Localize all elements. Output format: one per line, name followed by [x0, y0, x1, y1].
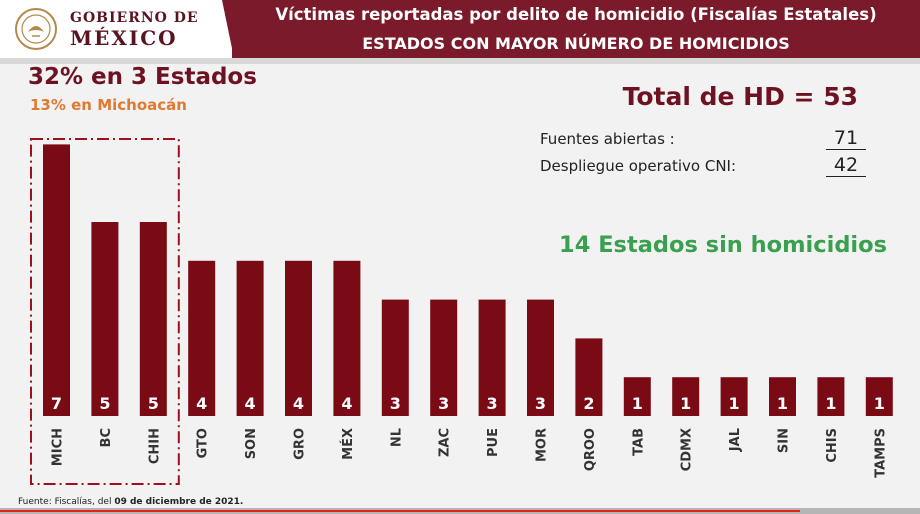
bar-value-label: 1	[680, 394, 691, 413]
category-label: MICH	[51, 428, 66, 466]
seal-icon	[15, 8, 57, 50]
category-label: GTO	[196, 428, 211, 458]
bar-value-label: 3	[390, 394, 401, 413]
bar-value-label: 4	[196, 394, 207, 413]
source-label-cni: Despliegue operativo CNI:	[540, 157, 737, 175]
bar-qroo	[575, 338, 603, 416]
bar-value-label: 4	[245, 394, 256, 413]
bar-méx	[333, 260, 361, 416]
page-title: Víctimas reportadas por delito de homici…	[275, 5, 877, 24]
states-without-homicides: 14 Estados sin homicidios	[559, 232, 887, 258]
header-notch	[222, 0, 234, 58]
video-progress-fill	[0, 510, 801, 512]
logo-line2: MÉXICO	[70, 26, 178, 50]
category-label: ZAC	[438, 428, 453, 457]
bar-value-label: 4	[341, 394, 352, 413]
bar-zac	[430, 299, 458, 416]
bar-value-label: 3	[487, 394, 498, 413]
bar-value-label: 7	[51, 394, 62, 413]
category-label: TAB	[631, 428, 646, 456]
source-label-open: Fuentes abiertas :	[540, 130, 675, 148]
category-label: MOR	[535, 428, 550, 462]
bar-gro	[285, 260, 312, 416]
bar-value-label: 3	[438, 394, 449, 413]
bar-chis	[817, 377, 845, 416]
source-value-cni: 42	[826, 155, 866, 177]
category-label: MÉX	[340, 428, 356, 460]
bar-gto	[188, 260, 216, 416]
highlight-box	[30, 138, 180, 485]
bar-value-label: 1	[777, 394, 788, 413]
bar-value-label: 3	[535, 394, 546, 413]
headline: 32% en 3 Estados	[28, 64, 257, 90]
gobierno-logo: GOBIERNO DE MÉXICO	[10, 6, 225, 52]
bar-value-label: 1	[874, 394, 885, 413]
total-hd: Total de HD = 53	[622, 82, 858, 111]
bar-nl	[381, 299, 409, 416]
divider	[0, 58, 920, 64]
bar-value-label: 1	[825, 394, 836, 413]
category-label: CHIH	[147, 428, 162, 464]
logo-line1: GOBIERNO DE	[70, 10, 199, 26]
subhead: 13% en Michoacán	[30, 96, 187, 114]
category-label: CHIS	[825, 428, 840, 463]
bar-bc	[91, 222, 119, 416]
bar-mor	[527, 299, 554, 416]
page-subtitle: ESTADOS CON MAYOR NÚMERO DE HOMICIDIOS	[362, 34, 790, 53]
footer-source: Fuente: Fiscalías, del 09 de diciembre d…	[18, 497, 243, 507]
category-label: QROO	[583, 428, 598, 471]
bar-tab	[623, 377, 651, 416]
category-label: NL	[389, 428, 404, 447]
video-progress-bar[interactable]	[0, 508, 920, 514]
category-label: JAL	[728, 428, 743, 452]
category-label: SON	[244, 428, 259, 459]
bar-chih	[139, 222, 167, 416]
bar-value-label: 4	[293, 394, 304, 413]
bar-value-label: 5	[99, 394, 110, 413]
bar-tamps	[865, 377, 893, 416]
category-label: BC	[99, 428, 114, 447]
bar-value-label: 5	[148, 394, 159, 413]
bar-pue	[478, 299, 506, 416]
footer-date: 09 de diciembre de 2021.	[114, 497, 244, 507]
bar-sin	[769, 377, 796, 416]
bar-value-label: 1	[729, 394, 740, 413]
header-band	[232, 0, 920, 58]
bar-jal	[720, 377, 748, 416]
category-label: SIN	[777, 428, 792, 453]
category-label: TAMPS	[873, 428, 888, 478]
bar-value-label: 1	[632, 394, 643, 413]
bar-mich	[43, 144, 70, 416]
category-label: PUE	[486, 428, 501, 457]
category-label: CDMX	[680, 428, 695, 471]
bar-cdmx	[672, 377, 700, 416]
bar-son	[236, 260, 264, 416]
source-value-open: 71	[826, 128, 866, 150]
category-label: GRO	[293, 428, 308, 460]
footer-prefix: Fuente: Fiscalías, del	[18, 497, 115, 507]
bar-value-label: 2	[583, 394, 594, 413]
